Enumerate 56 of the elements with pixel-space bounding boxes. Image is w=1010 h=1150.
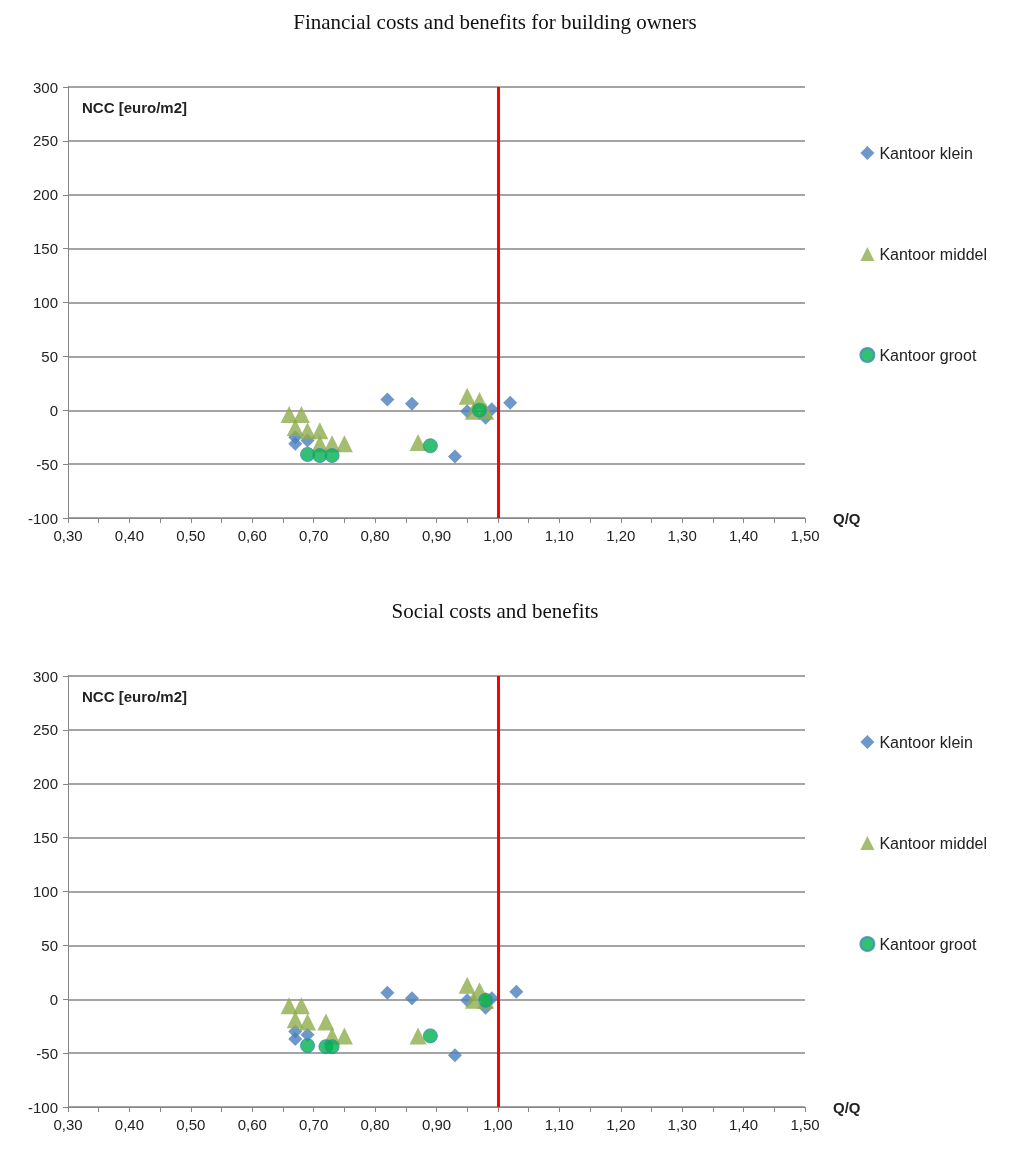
y-axis-title: NCC [euro/m2] — [82, 688, 188, 705]
y-tick-label: 50 — [41, 936, 58, 954]
y-tick-label: 100 — [32, 294, 58, 311]
x-tick-label: 1,00 — [483, 527, 513, 544]
x-tick-label: 0,40 — [114, 1116, 145, 1133]
y-tick-label: 150 — [32, 829, 58, 847]
y-tick-label: 100 — [32, 883, 58, 900]
x-tick-label: 1,30 — [667, 1116, 697, 1133]
y-tick-label: 150 — [32, 240, 58, 258]
legend-label: Kantoor middel — [879, 834, 988, 852]
x-tick-label: 0,90 — [421, 1116, 452, 1133]
y-tick-label: -50 — [36, 455, 58, 473]
x-tick-label: 0,30 — [53, 1116, 83, 1133]
x-tick-label: 1,50 — [790, 1116, 820, 1133]
y-tick-label: -100 — [27, 509, 58, 527]
y-tick-label: -50 — [36, 1044, 58, 1062]
legend-label: Kantoor groot — [879, 346, 977, 364]
x-tick-label: 1,00 — [483, 1116, 513, 1133]
legend-label: Kantoor groot — [879, 935, 977, 953]
x-axis-title: Q/Q — [833, 509, 861, 527]
y-axis-title: NCC [euro/m2] — [82, 99, 188, 116]
x-tick-label: 0,70 — [299, 527, 329, 544]
x-tick-label: 0,40 — [114, 527, 145, 544]
y-tick-label: 200 — [32, 775, 58, 793]
y-tick-label: 0 — [49, 401, 58, 419]
x-tick-label: 0,50 — [176, 1116, 206, 1133]
y-tick-label: 250 — [32, 721, 58, 739]
x-tick-label: 1,20 — [606, 527, 636, 544]
x-tick-label: 0,60 — [237, 527, 267, 544]
x-tick-label: 0,30 — [53, 527, 83, 544]
x-tick-label: 0,70 — [299, 1116, 329, 1133]
x-tick-label: 1,10 — [544, 1116, 574, 1133]
x-tick-label: 1,10 — [544, 527, 574, 544]
chart-title: Social costs and benefits — [391, 598, 599, 623]
x-tick-label: 1,20 — [606, 1116, 636, 1133]
x-tick-label: 0,50 — [176, 527, 206, 544]
x-tick-label: 1,50 — [790, 527, 820, 544]
y-tick-label: 0 — [49, 990, 58, 1008]
x-axis-title: Q/Q — [833, 1098, 861, 1116]
x-tick-label: 0,90 — [421, 527, 452, 544]
legend-label: Kantoor klein — [879, 733, 973, 751]
x-tick-label: 1,40 — [728, 527, 759, 544]
y-tick-label: -100 — [27, 1098, 58, 1116]
legend-label: Kantoor middel — [879, 245, 988, 263]
y-tick-label: 300 — [32, 667, 58, 685]
chart-title: Financial costs and benefits for building owners — [293, 9, 697, 34]
x-tick-label: 1,30 — [667, 527, 697, 544]
y-tick-label: 50 — [41, 347, 58, 365]
legend-label: Kantoor klein — [879, 144, 973, 162]
x-tick-label: 0,60 — [237, 1116, 267, 1133]
y-tick-label: 250 — [32, 132, 58, 150]
x-tick-label: 1,40 — [728, 1116, 759, 1133]
y-tick-label: 300 — [32, 78, 58, 96]
x-tick-label: 0,80 — [360, 527, 390, 544]
y-tick-label: 200 — [32, 186, 58, 204]
x-tick-label: 0,80 — [360, 1116, 390, 1133]
